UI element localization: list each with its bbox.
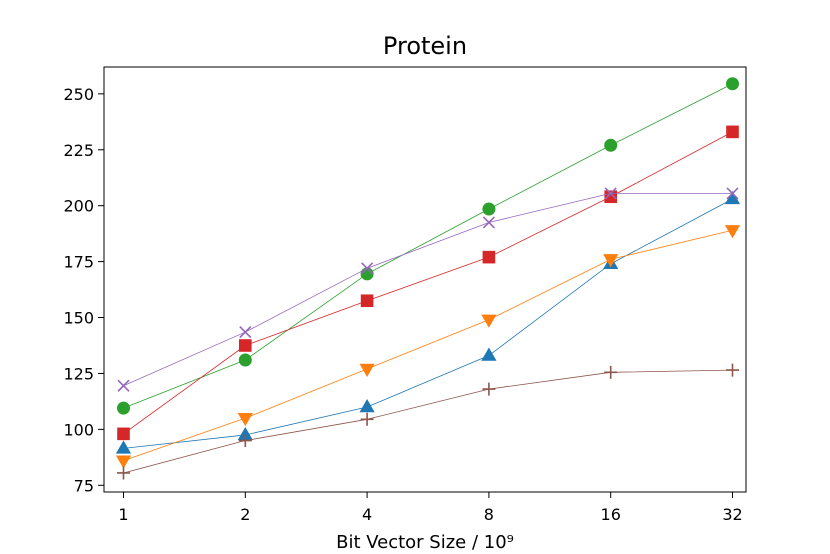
series-green-circle-point-1 xyxy=(238,353,252,367)
series-brown-plus-point-3 xyxy=(482,382,496,396)
plot-area xyxy=(104,67,746,492)
series-brown-plus-line xyxy=(123,369,733,474)
x-tick-label-4: 16 xyxy=(601,505,621,524)
series-orange-triangle-down xyxy=(115,225,741,469)
y-tick-label-2: 125 xyxy=(63,364,94,383)
series-blue-triangle-up-point-5 xyxy=(724,190,741,205)
series-brown-plus-point-0 xyxy=(117,466,130,480)
y-tick-label-4: 175 xyxy=(63,253,94,272)
series-purple-x-point-3 xyxy=(482,216,495,229)
series-purple-x-line xyxy=(123,192,733,387)
series-orange-triangle-down-point-2 xyxy=(359,363,375,377)
series-orange-triangle-down-point-0 xyxy=(115,455,132,469)
series-brown-plus xyxy=(117,363,739,480)
x-axis-label: Bit Vector Size / 10⁹ xyxy=(336,532,514,553)
series-red-square-point-1 xyxy=(239,339,252,352)
series-brown-plus-point-5 xyxy=(726,363,739,377)
series-purple-x-point-5 xyxy=(726,187,739,200)
series-blue-triangle-up-point-1 xyxy=(237,426,253,441)
series-orange-triangle-down-line xyxy=(123,229,733,462)
series-green-circle-point-5 xyxy=(726,77,739,91)
series-layer xyxy=(115,77,741,480)
series-purple-x-point-2 xyxy=(361,262,374,275)
x-tick-label-0: 1 xyxy=(118,505,128,524)
series-brown-plus-point-4 xyxy=(604,365,618,379)
series-orange-triangle-down-point-1 xyxy=(237,412,253,427)
series-green-circle-point-4 xyxy=(604,138,618,152)
series-purple-x-point-0 xyxy=(117,379,130,392)
plot-frame xyxy=(103,66,747,493)
series-red-square-point-2 xyxy=(360,294,374,308)
series-green-circle-point-0 xyxy=(117,401,130,415)
y-tick-label-3: 150 xyxy=(63,309,94,328)
series-brown-plus-point-2 xyxy=(360,412,374,426)
x-tick-label-5: 32 xyxy=(722,505,742,524)
plot-background xyxy=(104,67,746,492)
series-purple-x-point-1 xyxy=(239,326,252,339)
y-tick-label-5: 200 xyxy=(63,197,94,216)
series-blue-triangle-up-point-3 xyxy=(481,347,497,361)
series-green-circle-point-3 xyxy=(482,202,496,216)
chart-title: Protein xyxy=(383,32,467,60)
axes-layer: 75 100 125 150 175 200 225 250 1 2 4 8 16 32 xyxy=(63,66,747,524)
x-tick-label-1: 2 xyxy=(240,505,250,524)
series-red-square-point-0 xyxy=(117,427,130,441)
y-tick-label-6: 225 xyxy=(63,141,94,160)
series-orange-triangle-down-point-3 xyxy=(481,314,497,328)
series-purple-x xyxy=(117,187,739,392)
y-tick-label-7: 250 xyxy=(63,85,94,104)
series-brown-plus-point-1 xyxy=(238,434,252,448)
y-tick-label-1: 100 xyxy=(63,420,94,439)
series-green-circle xyxy=(117,77,739,415)
series-green-circle-line xyxy=(123,83,733,409)
series-blue-triangle-up-point-2 xyxy=(359,399,375,413)
series-red-square-point-3 xyxy=(482,250,496,264)
series-orange-triangle-down-point-5 xyxy=(724,225,741,239)
series-blue-triangle-up-point-0 xyxy=(115,440,132,454)
y-tick-label-0: 75 xyxy=(74,476,94,495)
series-orange-triangle-down-point-4 xyxy=(603,254,619,268)
series-blue-triangle-up-line xyxy=(123,198,733,449)
series-purple-x-point-4 xyxy=(604,187,617,200)
series-red-square-line xyxy=(123,131,733,435)
x-tick-label-3: 8 xyxy=(484,505,494,524)
series-red-square-point-5 xyxy=(726,125,739,139)
x-tick-label-2: 4 xyxy=(362,505,372,524)
